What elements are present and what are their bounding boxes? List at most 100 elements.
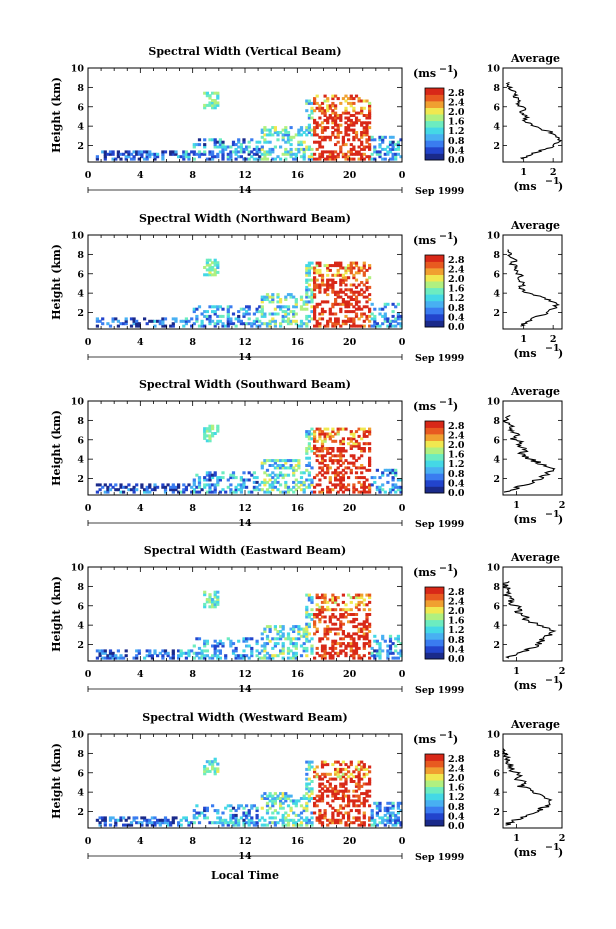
heatmap-cell [362,442,366,446]
heatmap-cell [205,471,209,475]
heatmap-cell [242,813,246,817]
heatmap-cell [132,155,136,159]
heatmap-cell [114,488,118,492]
heatmap-cell [362,823,366,827]
heatmap-cell [368,630,372,633]
heatmap-cell [205,654,209,658]
heatmap-cell [331,94,335,98]
heatmap-cell [177,821,181,825]
heatmap-cell [334,471,338,475]
heatmap-cell [399,821,403,825]
heatmap-cell [318,799,322,803]
heatmap-cell [396,651,400,655]
heatmap-cell [203,644,207,648]
heatmap-cell [368,765,372,769]
heatmap-cell [174,816,178,820]
heatmap-cell [127,150,131,154]
heatmap-cell [161,483,165,487]
heatmap-cell [326,99,330,103]
heatmap-cell [216,811,220,815]
heatmap-cell [307,789,311,793]
heatmap-cell [234,813,238,817]
heatmap-cell [307,765,311,769]
heatmap-cell [318,466,322,470]
heatmap-cell [302,634,306,638]
heatmap-cell [362,128,366,132]
heatmap-cell [334,300,338,304]
average-title: Average [510,385,560,398]
heatmap-cell [318,285,322,289]
heatmap-cell [336,617,340,621]
heatmap-cell [315,794,319,798]
heatmap-cell [106,490,110,494]
heatmap-cell [323,775,327,779]
average-y-tick-label: 10 [487,64,501,75]
heatmap-cell [203,816,207,820]
heatmap-cell [320,131,325,134]
heatmap-cell [286,490,291,494]
heatmap-cell [284,305,288,309]
heatmap-cell [388,150,393,154]
heatmap-cell [315,603,319,607]
heatmap-cell [260,461,264,465]
heatmap-cell [271,799,275,803]
heatmap-cell [135,322,139,326]
heatmap-cell [313,613,317,616]
heatmap-cell [323,471,327,475]
heatmap-cell [320,121,325,125]
heatmap-cell [307,319,311,323]
heatmap-cell [339,266,343,270]
heatmap-cells [95,258,403,328]
heatmap-cell [258,319,262,323]
heatmap-cell [334,767,338,771]
heatmap-cell [394,317,398,321]
heatmap-cell [336,447,340,450]
colorbar-swatch [425,593,444,601]
average-unit-close-paren: ) [558,347,563,360]
heatmap-cell [313,804,317,808]
heatmap-cell [221,145,225,149]
heatmap-cell [365,442,369,446]
heatmap-cell [305,464,309,467]
heatmap-cell [279,131,283,134]
heatmap-cell [365,642,369,646]
heatmap-cell [265,823,270,827]
heatmap-cell [368,266,372,270]
heatmap-cell [362,131,366,134]
heatmap-cell [339,288,343,292]
heatmap-cell [216,305,220,309]
heatmap-cell [365,288,369,292]
heatmap-cell [211,101,215,105]
heatmap-cell [245,804,249,808]
heatmap-cell [255,813,259,817]
heatmap-cell [328,617,332,621]
heatmap-cell [344,302,348,306]
heatmap-cell [95,155,99,159]
heatmap-cell [216,140,220,144]
heatmap-cell [386,319,390,323]
heatmap-cell [320,615,325,619]
colorbar-swatch [425,153,444,161]
heatmap-cell [399,651,403,655]
heatmap-cell [302,794,306,798]
heatmap-cell [339,150,343,154]
heatmap-cell [381,816,385,820]
heatmap-cell [310,823,314,827]
heatmap-cell [286,312,291,316]
heatmap-cell [362,157,366,161]
heatmap-cell [313,620,317,624]
heatmap-cell [231,140,236,144]
heatmap-cell [187,155,191,159]
average-y-tick-label: 8 [493,250,500,261]
heatmap-cell [292,644,296,648]
heatmap-cell [368,459,372,463]
heatmap-cell [242,322,246,326]
heatmap-cell [143,816,147,820]
heatmap-cell [237,138,241,142]
heatmap-cell [211,99,215,102]
heatmap-cell [334,290,338,294]
heatmap-cell [394,324,398,328]
heatmap-cell [302,809,306,813]
heatmap-cell [339,777,343,781]
heatmap-cell [357,290,361,294]
